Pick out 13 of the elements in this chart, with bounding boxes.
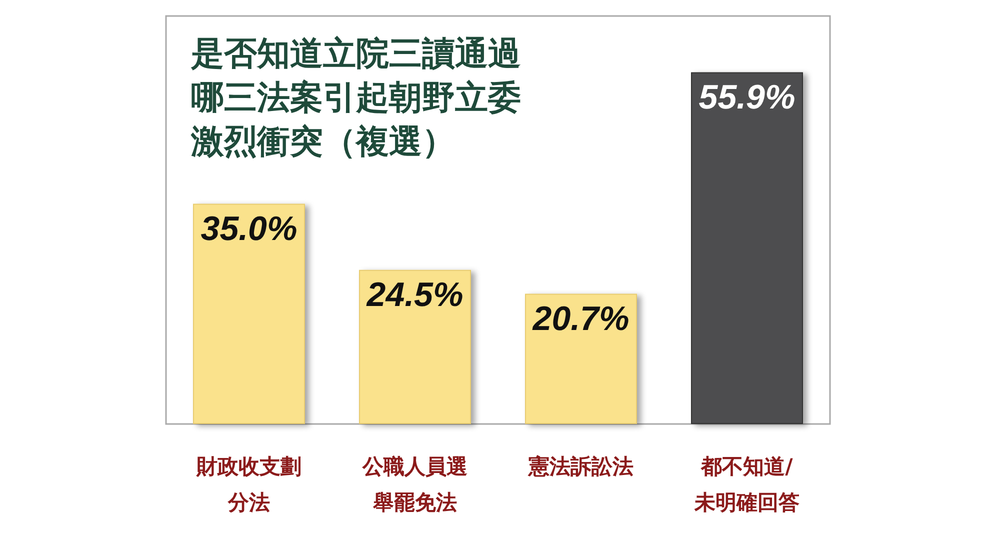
bar [691,72,803,424]
x-tick-label: 都不知道/未明確回答 [694,454,800,514]
data-label: 20.7% [532,300,630,338]
bar [525,294,637,424]
data-label: 35.0% [200,210,298,248]
data-label: 55.9% [698,78,796,116]
x-tick-label: 憲法訴訟法 [528,454,634,478]
bar [193,204,305,424]
chart-title: 是否知道立院三讀通過哪三法案引起朝野立委激烈衝突（複選） [190,34,521,160]
data-label: 24.5% [366,276,464,314]
x-tick-label: 財政收支劃分法 [196,454,302,514]
x-tick-label: 公職人員選舉罷免法 [362,454,468,514]
bar [359,270,471,424]
